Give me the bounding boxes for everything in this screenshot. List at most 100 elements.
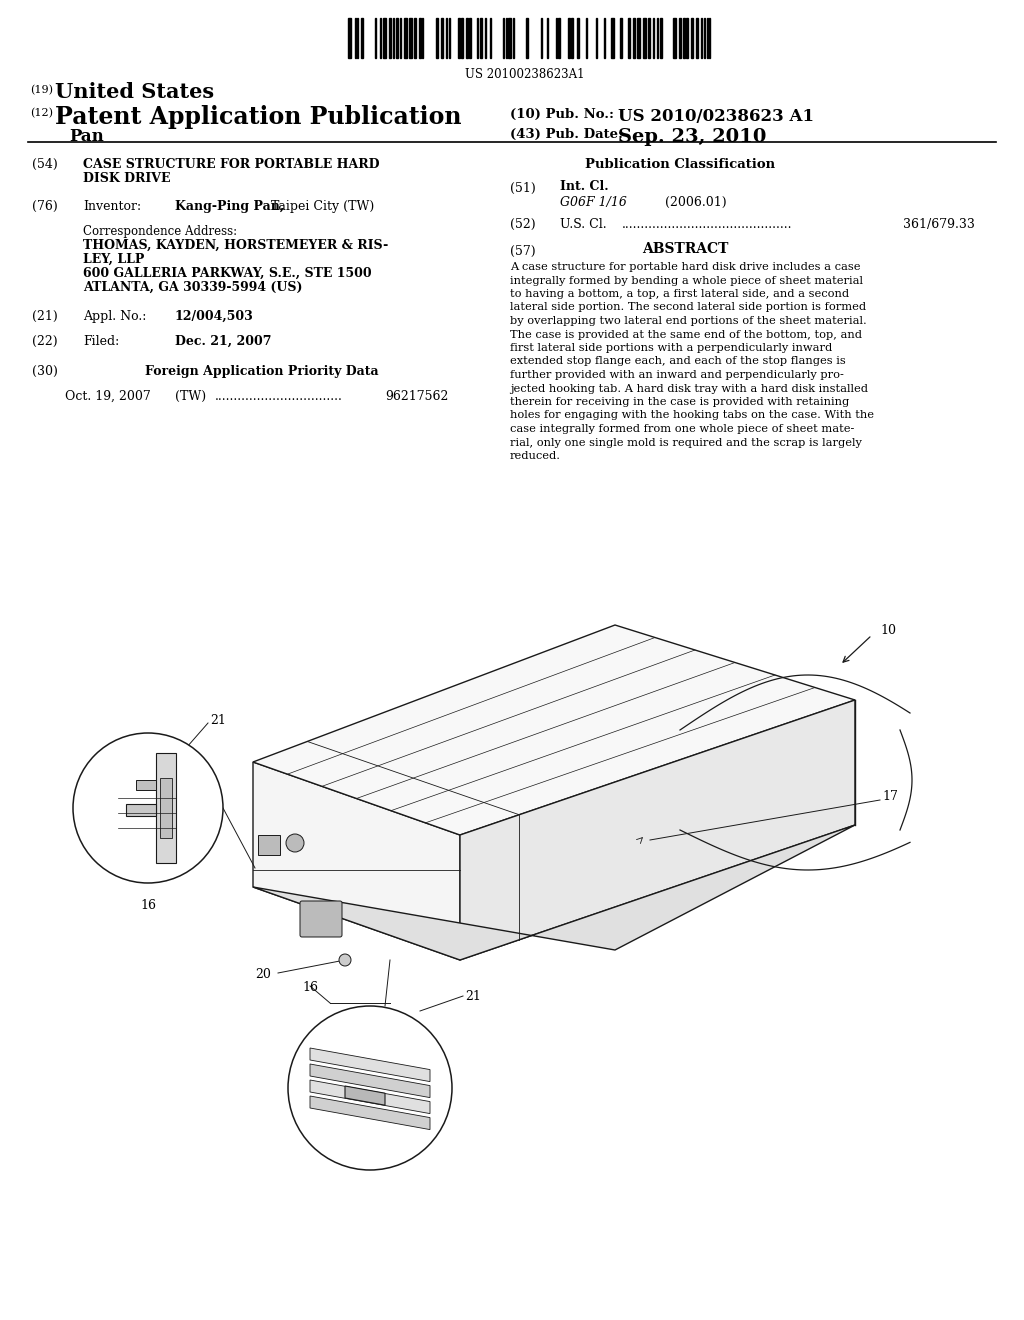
- Text: Sep. 23, 2010: Sep. 23, 2010: [618, 128, 766, 147]
- Polygon shape: [310, 1048, 430, 1081]
- Circle shape: [286, 834, 304, 851]
- Bar: [258, 836, 280, 855]
- Bar: [686, 18, 688, 58]
- Text: Kang-Ping Pan,: Kang-Ping Pan,: [175, 201, 285, 213]
- Text: Correspondence Address:: Correspondence Address:: [83, 224, 238, 238]
- Bar: [441, 18, 443, 58]
- Text: 21: 21: [465, 990, 481, 1002]
- Bar: [660, 18, 662, 58]
- Text: 21: 21: [210, 714, 226, 727]
- Text: (22): (22): [32, 335, 57, 348]
- Bar: [620, 18, 622, 58]
- Bar: [389, 18, 391, 58]
- Text: A case structure for portable hard disk drive includes a case: A case structure for portable hard disk …: [510, 261, 860, 272]
- Text: 96217562: 96217562: [385, 389, 449, 403]
- Bar: [348, 18, 351, 58]
- Bar: [466, 18, 468, 58]
- Text: US 2010/0238623 A1: US 2010/0238623 A1: [618, 108, 814, 125]
- Text: further provided with an inward and perpendicularly pro-: further provided with an inward and perp…: [510, 370, 844, 380]
- Text: (30): (30): [32, 366, 58, 378]
- Text: integrally formed by bending a whole piece of sheet material: integrally formed by bending a whole pie…: [510, 276, 863, 285]
- Bar: [436, 18, 438, 58]
- Bar: [633, 18, 635, 58]
- Bar: [643, 18, 646, 58]
- Text: ............................................: ........................................…: [622, 218, 793, 231]
- Text: LEY, LLP: LEY, LLP: [83, 253, 144, 267]
- Text: .................................: .................................: [215, 389, 343, 403]
- Text: (12): (12): [30, 108, 53, 119]
- Polygon shape: [345, 1086, 385, 1105]
- Bar: [409, 18, 412, 58]
- Bar: [637, 18, 640, 58]
- Polygon shape: [253, 762, 460, 960]
- Text: (76): (76): [32, 201, 57, 213]
- Polygon shape: [310, 1080, 430, 1114]
- Text: 12/004,503: 12/004,503: [175, 310, 254, 323]
- Circle shape: [73, 733, 223, 883]
- Text: by overlapping two lateral end portions of the sheet material.: by overlapping two lateral end portions …: [510, 315, 866, 326]
- Text: (57): (57): [510, 246, 536, 257]
- Text: jected hooking tab. A hard disk tray with a hard disk installed: jected hooking tab. A hard disk tray wit…: [510, 384, 868, 393]
- Text: Appl. No.:: Appl. No.:: [83, 310, 146, 323]
- Bar: [361, 18, 362, 58]
- Text: US 20100238623A1: US 20100238623A1: [465, 69, 585, 81]
- Text: Inventor:: Inventor:: [83, 201, 141, 213]
- Text: (21): (21): [32, 310, 57, 323]
- Text: 20: 20: [255, 969, 271, 982]
- Bar: [628, 18, 630, 58]
- Text: (52): (52): [510, 218, 536, 231]
- Circle shape: [339, 954, 351, 966]
- Circle shape: [288, 1006, 452, 1170]
- Text: reduced.: reduced.: [510, 451, 561, 461]
- Bar: [611, 18, 614, 58]
- Text: 10: 10: [880, 623, 896, 636]
- Text: 16: 16: [140, 899, 156, 912]
- Text: first lateral side portions with a perpendicularly inward: first lateral side portions with a perpe…: [510, 343, 833, 352]
- Polygon shape: [253, 825, 855, 960]
- Text: United States: United States: [55, 82, 214, 102]
- Text: (51): (51): [510, 182, 536, 195]
- Bar: [414, 18, 416, 58]
- Polygon shape: [160, 777, 172, 838]
- Polygon shape: [126, 804, 156, 816]
- Text: case integrally formed from one whole piece of sheet mate-: case integrally formed from one whole pi…: [510, 424, 854, 434]
- Text: Taipei City (TW): Taipei City (TW): [267, 201, 374, 213]
- Bar: [568, 18, 570, 58]
- Polygon shape: [310, 1096, 430, 1130]
- Bar: [558, 18, 560, 58]
- Text: Pan: Pan: [69, 128, 103, 145]
- Text: Filed:: Filed:: [83, 335, 119, 348]
- Polygon shape: [253, 624, 855, 836]
- Bar: [469, 18, 471, 58]
- Bar: [683, 18, 685, 58]
- Bar: [691, 18, 693, 58]
- Text: Publication Classification: Publication Classification: [585, 158, 775, 172]
- Text: G06F 1/16: G06F 1/16: [560, 195, 627, 209]
- Bar: [419, 18, 421, 58]
- Text: THOMAS, KAYDEN, HORSTEMEYER & RIS-: THOMAS, KAYDEN, HORSTEMEYER & RIS-: [83, 239, 388, 252]
- Text: Dec. 21, 2007: Dec. 21, 2007: [175, 335, 271, 348]
- Polygon shape: [310, 1064, 430, 1098]
- Bar: [679, 18, 681, 58]
- Bar: [404, 18, 407, 58]
- Text: 600 GALLERIA PARKWAY, S.E., STE 1500: 600 GALLERIA PARKWAY, S.E., STE 1500: [83, 267, 372, 280]
- Bar: [673, 18, 676, 58]
- Text: extended stop flange each, and each of the stop flanges is: extended stop flange each, and each of t…: [510, 356, 846, 367]
- Bar: [461, 18, 463, 58]
- Text: CASE STRUCTURE FOR PORTABLE HARD: CASE STRUCTURE FOR PORTABLE HARD: [83, 158, 380, 172]
- Text: therein for receiving in the case is provided with retaining: therein for receiving in the case is pro…: [510, 397, 849, 407]
- Text: The case is provided at the same end of the bottom, top, and: The case is provided at the same end of …: [510, 330, 862, 339]
- Text: (TW): (TW): [175, 389, 206, 403]
- Text: U.S. Cl.: U.S. Cl.: [560, 218, 606, 231]
- Bar: [508, 18, 511, 58]
- Text: Patent Application Publication: Patent Application Publication: [55, 106, 462, 129]
- Bar: [526, 18, 528, 58]
- Text: 16: 16: [302, 981, 318, 994]
- Polygon shape: [460, 700, 855, 960]
- Text: ATLANTA, GA 30339-5994 (US): ATLANTA, GA 30339-5994 (US): [83, 281, 302, 294]
- Bar: [577, 18, 579, 58]
- Text: (43) Pub. Date:: (43) Pub. Date:: [510, 128, 623, 141]
- Text: holes for engaging with the hooking tabs on the case. With the: holes for engaging with the hooking tabs…: [510, 411, 874, 421]
- Bar: [458, 18, 460, 58]
- Polygon shape: [136, 780, 156, 789]
